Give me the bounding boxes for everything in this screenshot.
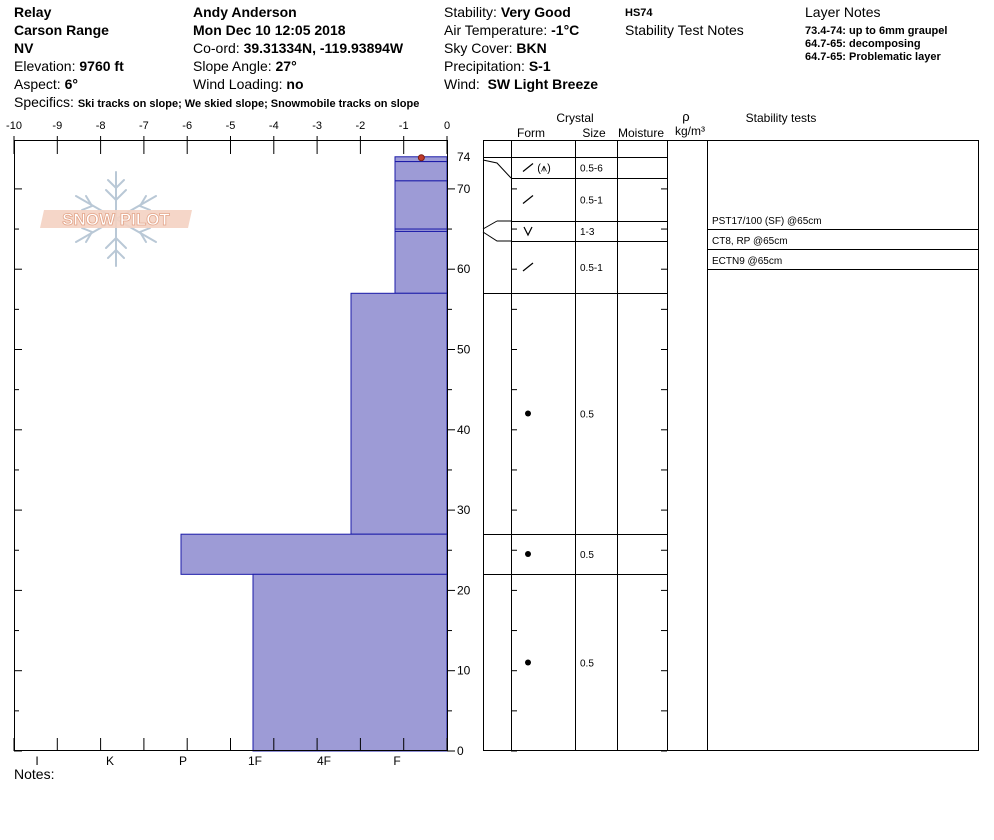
temp-tick-label: -7 [139,120,149,132]
temp-tick-label: -8 [96,120,106,132]
depth-tick-label: 30 [457,503,471,517]
range-name: Carson Range [14,22,109,38]
crystal-size: 0.5-1 [580,196,603,207]
temp-tick-label: -6 [182,120,192,132]
site-name: Relay [14,4,52,20]
form-header: Form [517,126,545,140]
crystal-form-symbol [525,659,531,666]
density-unit: kg/m³ [675,124,705,138]
depth-tick-label: 10 [457,664,471,678]
sky-cover: Sky Cover: BKN [444,40,547,56]
temp-tick-label: -10 [6,120,22,132]
aspect: Aspect: 6° [14,76,78,92]
stability-test-label: CT8, RP @65cm [712,236,788,247]
crystal-size: 1-3 [580,227,595,238]
coordinates: Co-ord: 39.31334N, -119.93894W [193,40,404,56]
hardness-bar [180,533,448,575]
depth-tick-label: 70 [457,182,471,196]
crystal-size: 0.5 [580,410,594,421]
crystal-form-symbol [522,195,534,204]
crystal-size: 0.5 [580,550,594,561]
crystal-size: 0.5-1 [580,263,603,274]
specifics: Specifics: Ski tracks on slope; We skied… [14,94,420,110]
hardness-tick-label: 4F [317,754,331,768]
layer-connector [482,231,511,242]
hardness-bar [350,292,448,535]
hardness-bar [394,161,448,182]
stability-test-label: PST17/100 (SF) @65cm [712,216,822,227]
snowpilot-logo: SNOW PILOT [40,171,192,267]
depth-tick-label: 20 [457,583,471,597]
hs-value: HS74 [625,7,653,19]
hardness-bar [394,230,448,294]
stability: Stability: Very Good [444,4,571,20]
observer: Andy Anderson [193,4,297,20]
crystal-form-symbol [522,262,534,272]
crystal-form-symbol [525,410,531,417]
layer-notes-title: Layer Notes [805,4,881,20]
crystal-form-symbol [523,226,533,237]
hardness-tick-label: K [106,754,114,768]
snow-temperature-point [417,154,425,162]
temp-tick-label: -9 [52,120,62,132]
hardness-tick-label: F [393,754,400,768]
stability-tests-header: Stability tests [746,111,817,125]
temp-tick-label: -4 [269,120,279,132]
depth-tick-label: 50 [457,343,471,357]
temp-tick-label: -1 [399,120,409,132]
hardness-tick-label: I [35,754,38,768]
crystal-form-symbol [522,163,534,172]
temp-tick-label: -5 [226,120,236,132]
size-header: Size [582,126,606,140]
snowpilot-wordmark: SNOW PILOT [62,210,170,229]
layer-note-2: 64.7-65: decomposing [805,38,921,50]
stability-test-label: ECTN9 @65cm [712,256,782,267]
crystal-header: Crystal [556,111,593,125]
hardness-bar [252,573,448,752]
crystal-size: 0.5-6 [580,164,603,175]
datetime: Mon Dec 10 12:05 2018 [193,22,346,38]
density-symbol: ρ [682,109,689,124]
notes-label: Notes: [14,766,55,782]
precipitation: Precipitation: S-1 [444,58,551,74]
elevation: Elevation: 9760 ft [14,58,124,74]
slope-angle: Slope Angle: 27° [193,58,297,74]
depth-tick-label: 40 [457,423,471,437]
moisture-header: Moisture [618,126,664,140]
crystal-form-symbol-secondary: (⩚) [537,163,551,175]
temp-tick-label: 0 [444,120,450,132]
crystal-size: 0.5 [580,659,594,670]
air-temperature: Air Temperature: -1°C [444,22,580,38]
layer-note-3: 64.7-65: Problematic layer [805,51,941,63]
depth-tick-label: 74 [457,150,471,164]
hardness-tick-label: P [179,754,187,768]
layer-connector [482,159,512,179]
stability-test-notes-title: Stability Test Notes [625,22,744,38]
temp-tick-label: -2 [356,120,366,132]
state-name: NV [14,40,34,56]
wind: Wind: SW Light Breeze [444,76,599,92]
depth-tick-label: 0 [457,744,464,758]
layer-connector [482,220,498,230]
wind-loading: Wind Loading: no [193,76,304,92]
layer-table-frame [483,140,979,751]
layer-note-1: 73.4-74: up to 6mm graupel [805,25,948,37]
crystal-form-symbol [525,551,531,557]
depth-tick-label: 60 [457,262,471,276]
hardness-tick-label: 1F [248,754,262,768]
temp-tick-label: -3 [312,120,322,132]
hardness-bar [394,180,448,230]
